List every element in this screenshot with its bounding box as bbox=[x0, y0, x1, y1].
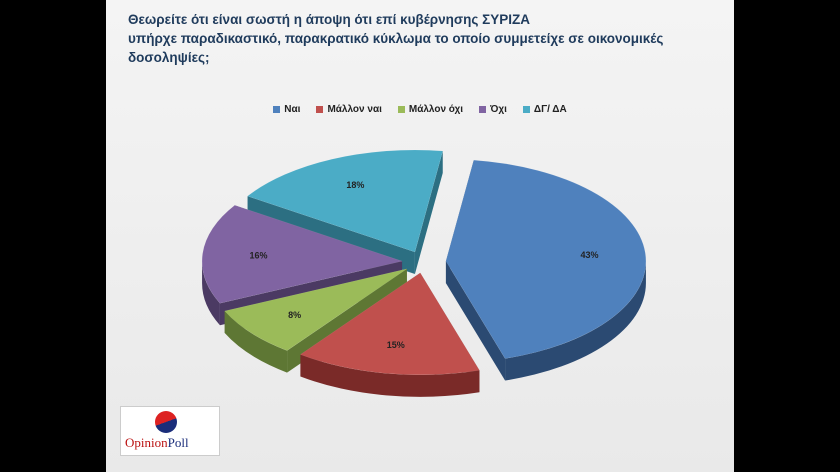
chart-title: Θεωρείτε ότι είναι σωστή η άποψη ότι επί… bbox=[128, 10, 718, 67]
legend-label: Μάλλον όχι bbox=[408, 104, 464, 115]
legend-swatch bbox=[397, 106, 405, 113]
pie-slice-edge bbox=[300, 354, 480, 397]
pie-slice-wall bbox=[445, 261, 506, 381]
pie-data-label: 43% bbox=[580, 250, 598, 260]
legend-item: Όχι bbox=[479, 104, 507, 115]
legend-label: Ναι bbox=[284, 104, 301, 115]
pie-data-label: 18% bbox=[346, 180, 364, 190]
legend-swatch bbox=[479, 106, 487, 113]
pie-slice: 43% bbox=[445, 159, 647, 381]
pie-data-label: 15% bbox=[387, 340, 405, 350]
pie-slice: 15% bbox=[299, 272, 480, 397]
legend-item: Μάλλον ναι bbox=[316, 104, 382, 115]
legend-item: ΔΓ/ ΔΑ bbox=[522, 104, 567, 115]
pie-slice-edge bbox=[505, 261, 646, 381]
legend-swatch bbox=[273, 106, 281, 113]
legend-item: Μάλλον όχι bbox=[397, 104, 464, 115]
pie-slice-top bbox=[299, 272, 480, 376]
title-line-3: δοσοληψίες; bbox=[128, 50, 210, 65]
legend-swatch bbox=[522, 106, 530, 113]
chart-legend: Ναι Μάλλον ναι Μάλλον όχι Όχι ΔΓ/ ΔΑ bbox=[106, 104, 734, 115]
pie-slice-edge bbox=[224, 311, 288, 373]
title-line-2: υπήρχε παραδικαστικό, παρακρατικό κύκλωμ… bbox=[128, 31, 664, 46]
opinionpoll-logo: OpinionPoll bbox=[120, 406, 220, 456]
legend-label: Μάλλον ναι bbox=[327, 104, 382, 115]
pie-slice-top bbox=[201, 205, 403, 304]
pie-data-label: 16% bbox=[249, 251, 267, 261]
pie-slice-top bbox=[445, 159, 647, 359]
pie-slice-wall bbox=[414, 150, 443, 274]
legend-swatch bbox=[316, 106, 324, 113]
pie-data-label: 8% bbox=[288, 310, 301, 320]
legend-label: Όχι bbox=[490, 104, 507, 115]
logo-opinion: Opinion bbox=[125, 435, 168, 450]
legend-label: ΔΓ/ ΔΑ bbox=[533, 104, 567, 115]
logo-poll: Poll bbox=[167, 435, 189, 450]
pie-slice-top bbox=[247, 149, 444, 253]
legend-item: Ναι bbox=[273, 104, 300, 115]
pie-slice-edge bbox=[202, 261, 220, 326]
pie-slice-top bbox=[224, 268, 407, 351]
logo-text: OpinionPoll bbox=[125, 435, 189, 451]
logo-circle-icon bbox=[155, 411, 177, 433]
slide: Θεωρείτε ότι είναι σωστή η άποψη ότι επί… bbox=[106, 0, 734, 472]
pie-chart: 18% 43% 16% 8% 15% bbox=[201, 149, 647, 397]
title-line-1: Θεωρείτε ότι είναι σωστή η άποψη ότι επί… bbox=[128, 12, 531, 27]
